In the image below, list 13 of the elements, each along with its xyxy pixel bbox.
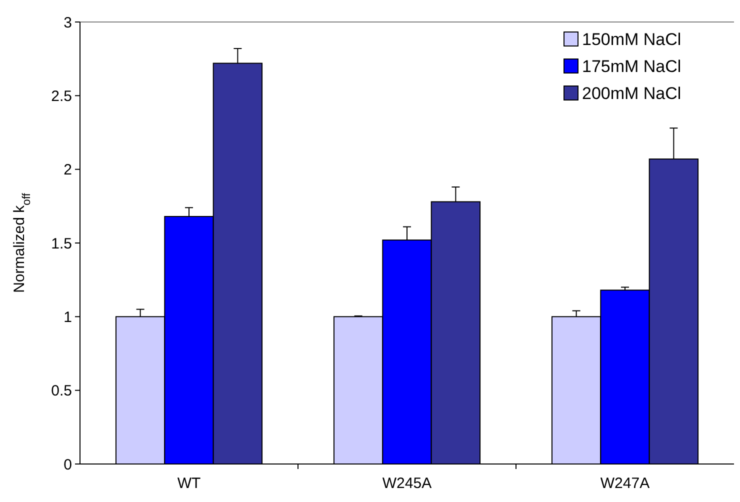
y-tick-label: 2 xyxy=(64,162,72,179)
y-tick-label: 3 xyxy=(64,14,72,32)
x-tick-label: W245A xyxy=(382,475,432,492)
y-tick-label: 0.5 xyxy=(51,382,72,400)
legend-label: 175mM NaCl xyxy=(582,56,682,76)
y-tick-label: 1 xyxy=(64,308,72,326)
y-tick-label: 2.5 xyxy=(51,88,72,105)
y-tick-label: 0 xyxy=(64,456,72,474)
legend-label: 150mM NaCl xyxy=(582,30,682,49)
y-tick-label: 1.5 xyxy=(51,235,72,252)
x-tick-label: WT xyxy=(177,475,201,492)
x-tick-label: W247A xyxy=(600,475,650,492)
legend-label: 200mM NaCl xyxy=(582,84,682,103)
